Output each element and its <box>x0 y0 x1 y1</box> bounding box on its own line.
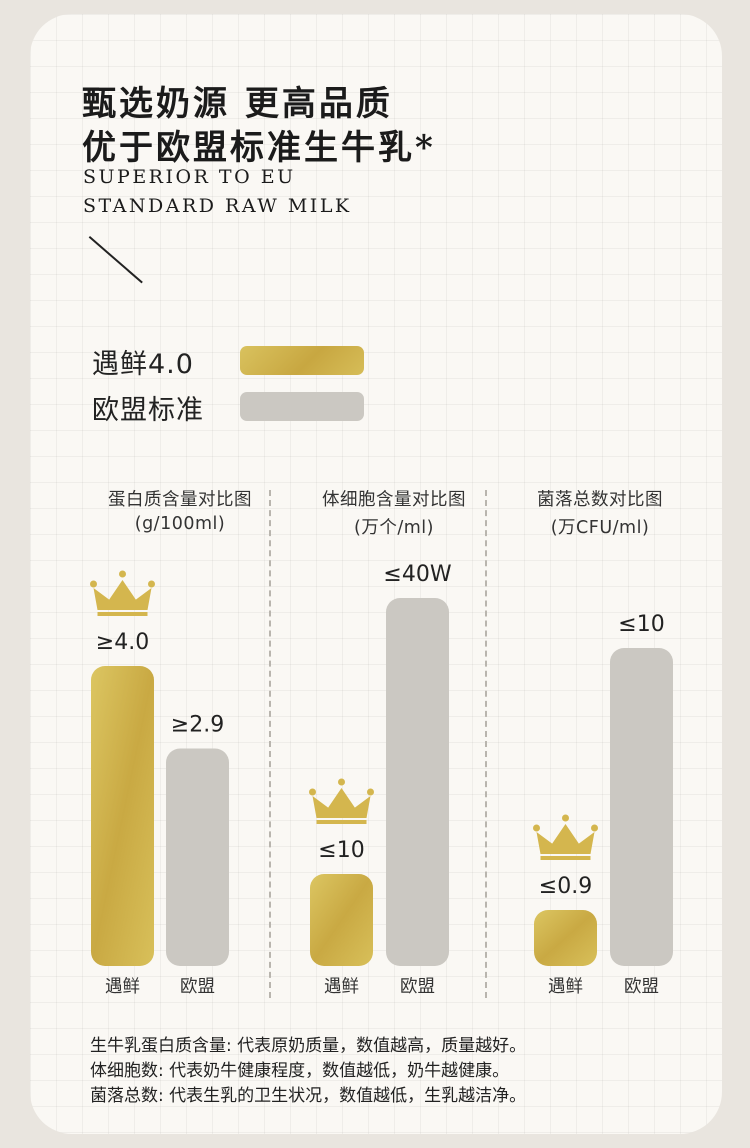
heading-zh-line1: 甄选奶源 更高品质 <box>82 84 393 124</box>
chart3-value-label-eu: ≤10 <box>618 612 664 637</box>
legend-swatch-brand <box>240 346 364 375</box>
heading-en-line2: STANDARD RAW MILK <box>83 195 352 217</box>
heading-en-line1: SUPERIOR TO EU <box>83 166 296 188</box>
chart2-category-brand: 遇鲜 <box>324 977 359 997</box>
chart3-bar-brand <box>534 910 597 966</box>
chart2-subtitle: (万个/ml) <box>354 518 434 538</box>
chart2-category-eu: 欧盟 <box>400 977 435 997</box>
chart1-category-eu: 欧盟 <box>180 977 215 997</box>
chart2-bar-eu <box>386 598 449 966</box>
note-somatic-cells: 体细胞数: 代表奶牛健康程度，数值越低，奶牛越健康。 <box>90 1061 510 1081</box>
chart1-crown-icon <box>90 570 155 616</box>
note-colony-count: 菌落总数: 代表生乳的卫生状况，数值越低，生乳越洁净。 <box>90 1086 527 1106</box>
legend-label-eu: 欧盟标准 <box>92 395 204 426</box>
chart2-title: 体细胞含量对比图 <box>322 490 466 510</box>
chart1-bar-brand <box>91 666 154 966</box>
legend-label-brand: 遇鲜4.0 <box>92 349 194 380</box>
chart3-crown-icon <box>533 814 598 860</box>
chart3-bar-eu <box>610 648 673 966</box>
heading-zh-line2: 优于欧盟标准生牛乳* <box>82 128 436 168</box>
chart3-category-brand: 遇鲜 <box>548 977 583 997</box>
chart1-category-brand: 遇鲜 <box>105 977 140 997</box>
chart-divider-1 <box>269 490 271 998</box>
chart3-subtitle: (万CFU/ml) <box>550 518 650 538</box>
legend-swatch-eu <box>240 392 364 421</box>
chart3-title: 菌落总数对比图 <box>537 490 663 510</box>
chart1-value-label-brand: ≥4.0 <box>96 630 149 655</box>
chart2-crown-icon <box>309 778 374 824</box>
chart1-subtitle: (g/100ml) <box>134 514 226 534</box>
chart2-value-label-eu: ≤40W <box>383 562 451 587</box>
chart1-title: 蛋白质含量对比图 <box>108 490 252 510</box>
chart2-bar-brand <box>310 874 373 966</box>
chart2-value-label-brand: ≤10 <box>318 838 364 863</box>
chart3-category-eu: 欧盟 <box>624 977 659 997</box>
chart-divider-2 <box>485 490 487 998</box>
chart1-bar-eu <box>166 748 229 966</box>
note-protein: 生牛乳蛋白质含量: 代表原奶质量，数值越高，质量越好。 <box>90 1036 527 1056</box>
chart3-value-label-brand: ≤0.9 <box>539 874 592 899</box>
chart1-value-label-eu: ≥2.9 <box>171 713 224 738</box>
